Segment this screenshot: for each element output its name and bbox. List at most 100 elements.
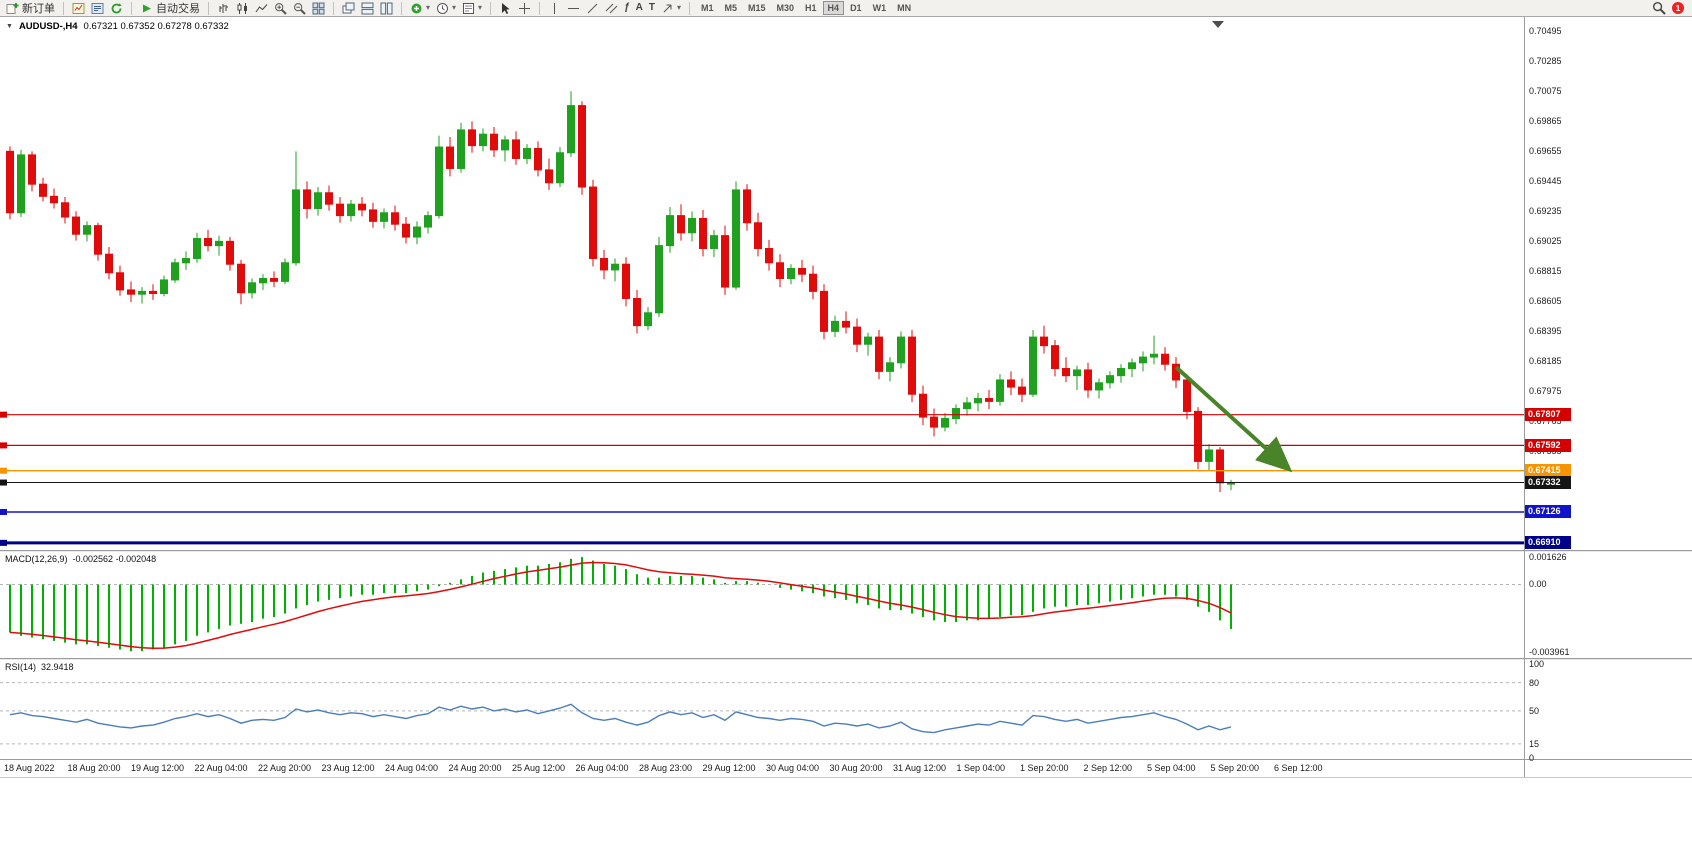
chart-header: ▼ AUDUSD-,H4 0.67321 0.67352 0.67278 0.6… <box>6 21 229 32</box>
candle <box>83 221 91 242</box>
price-tick: 0.68605 <box>1529 295 1562 306</box>
tile-horizontal-button[interactable] <box>359 1 376 16</box>
horizontal-line-button[interactable] <box>565 1 582 16</box>
arrows-button[interactable]: ▾ <box>659 1 683 16</box>
candle <box>259 274 267 290</box>
candle <box>787 264 795 285</box>
candle <box>1161 347 1169 371</box>
macd-pane[interactable] <box>0 552 1524 658</box>
candle <box>1216 447 1224 493</box>
vertical-line-button[interactable] <box>546 1 563 16</box>
tile-windows-icon <box>312 2 325 14</box>
notifications-badge[interactable]: 1 <box>1672 2 1684 14</box>
auto-trading-button[interactable]: 自动交易 <box>138 1 202 16</box>
candle <box>28 151 36 192</box>
time-label: 28 Aug 23:00 <box>639 763 693 773</box>
candle <box>908 329 916 403</box>
candle <box>424 211 432 234</box>
label-button[interactable]: T <box>647 1 657 16</box>
time-label: 19 Aug 12:00 <box>131 763 185 773</box>
timeframe-W1[interactable]: W1 <box>872 3 887 13</box>
dropdown-caret-icon: ▾ <box>676 3 681 12</box>
trend-arrow-object[interactable] <box>1174 365 1293 473</box>
bar-chart-type-button[interactable] <box>215 1 232 16</box>
rsi-pane[interactable] <box>0 660 1524 759</box>
timeframe-M1[interactable]: M1 <box>700 3 714 13</box>
candle <box>853 318 861 353</box>
cascade-windows-button[interactable] <box>340 1 357 16</box>
candle <box>897 331 905 369</box>
new-order-button[interactable]: 新订单 <box>4 1 57 16</box>
price-tick: 0.68185 <box>1529 355 1562 366</box>
line-anchor-marker <box>0 479 7 486</box>
line-chart-type-button[interactable] <box>253 1 270 16</box>
candle <box>523 144 531 165</box>
candle <box>457 122 465 173</box>
zoom-out-button[interactable] <box>291 1 308 16</box>
channel-button[interactable] <box>603 1 620 16</box>
chart-window-icon <box>72 2 85 14</box>
time-label: 22 Aug 20:00 <box>258 763 312 773</box>
macd-signal-line <box>9 561 1232 649</box>
candle <box>1051 339 1059 377</box>
chart-dropdown-icon[interactable]: ▼ <box>6 23 13 30</box>
time-label: 18 Aug 20:00 <box>67 763 121 773</box>
candle <box>589 179 597 267</box>
candle <box>875 329 883 380</box>
arrow-tool-icon <box>663 4 672 12</box>
search-icon[interactable] <box>1652 1 1666 15</box>
templates-button[interactable]: ▾ <box>460 1 484 16</box>
timeframe-D1[interactable]: D1 <box>850 3 862 13</box>
ohlc-values: 0.67321 0.67352 0.67278 0.67332 <box>83 21 229 32</box>
chart-shift-marker-icon[interactable] <box>1212 21 1224 28</box>
navigator-button[interactable] <box>108 1 125 16</box>
text-button[interactable]: A <box>634 1 645 16</box>
cursor-button[interactable] <box>497 1 514 16</box>
candle <box>1018 378 1026 403</box>
timeframe-H4[interactable]: H4 <box>822 1 845 15</box>
candle <box>336 197 344 223</box>
chart-window-button[interactable] <box>70 1 87 16</box>
macd-indicator-label: MACD(12,26,9) -0.002562 -0.002048 <box>5 554 156 564</box>
timeframe-group: M1 M5 M15 M30 H1 H4 D1 W1 MN <box>696 1 916 15</box>
market-watch-button[interactable] <box>89 1 106 16</box>
indicators-button[interactable]: ▾ <box>408 1 432 16</box>
price-tick: 0.69235 <box>1529 205 1562 216</box>
crosshair-button[interactable] <box>516 1 533 16</box>
candle <box>1227 479 1235 491</box>
channel-icon <box>605 3 618 13</box>
candle <box>490 127 498 158</box>
cursor-icon <box>502 2 510 14</box>
dropdown-caret-icon: ▾ <box>426 3 431 12</box>
price-tick: 0.68815 <box>1529 265 1562 276</box>
timeframe-H1[interactable]: H1 <box>805 3 817 13</box>
crosshair-icon <box>519 2 531 14</box>
candlestick-type-button[interactable] <box>234 1 251 16</box>
candle <box>1084 362 1092 398</box>
rsi-name: RSI(14) <box>5 662 37 672</box>
timeframe-M5[interactable]: M5 <box>724 3 737 13</box>
time-label: 1 Sep 20:00 <box>1020 763 1069 773</box>
macd-current-values: -0.002562 -0.002048 <box>72 554 157 564</box>
pane-separator[interactable] <box>0 550 1692 552</box>
time-label: 24 Aug 04:00 <box>385 763 439 773</box>
main-chart-pane[interactable] <box>0 17 1524 550</box>
tile-windows-button[interactable] <box>310 1 327 16</box>
candle <box>512 131 520 165</box>
pane-separator[interactable] <box>0 658 1692 660</box>
timeframe-MN[interactable]: MN <box>897 3 912 13</box>
timeframe-M30[interactable]: M30 <box>776 3 795 13</box>
periods-button[interactable]: ▾ <box>434 1 458 16</box>
candle <box>765 239 773 271</box>
label-tool-icon: T <box>648 2 655 13</box>
candle <box>545 158 553 190</box>
price-tick: 0.70285 <box>1529 55 1562 66</box>
tile-vertical-button[interactable] <box>378 1 395 16</box>
candle <box>1205 444 1213 470</box>
zoom-in-button[interactable] <box>272 1 289 16</box>
timeframe-M15[interactable]: M15 <box>748 3 766 13</box>
trendline-button[interactable] <box>584 1 601 16</box>
fibonacci-button[interactable]: ƒ <box>622 1 632 16</box>
rsi-current-value: 32.9418 <box>41 662 74 672</box>
line-chart-type-icon <box>255 3 268 12</box>
